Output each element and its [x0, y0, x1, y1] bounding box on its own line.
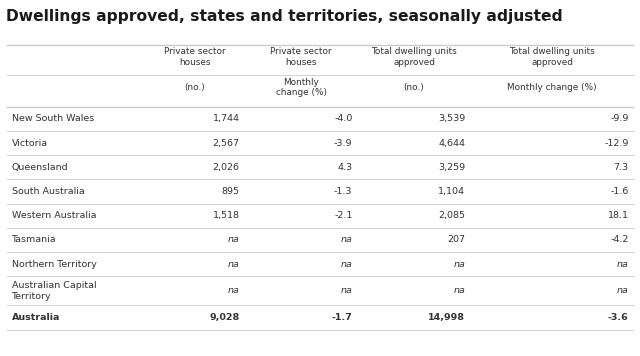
Text: 1,744: 1,744 [212, 114, 239, 124]
Text: na: na [228, 260, 239, 269]
Text: -1.6: -1.6 [610, 187, 628, 196]
Text: -2.1: -2.1 [334, 211, 353, 220]
Text: Total dwelling units
approved: Total dwelling units approved [509, 47, 595, 67]
Text: -9.9: -9.9 [610, 114, 628, 124]
Text: na: na [340, 260, 353, 269]
Text: na: na [616, 286, 628, 295]
Text: Private sector
houses: Private sector houses [270, 47, 332, 67]
Text: 2,026: 2,026 [212, 163, 239, 172]
Text: 18.1: 18.1 [607, 211, 628, 220]
Text: na: na [454, 260, 465, 269]
Text: na: na [228, 286, 239, 295]
Text: 4,644: 4,644 [438, 138, 465, 148]
Text: na: na [616, 260, 628, 269]
Text: -12.9: -12.9 [604, 138, 628, 148]
Text: Queensland: Queensland [12, 163, 68, 172]
Text: (no.): (no.) [184, 83, 205, 92]
Text: na: na [340, 235, 353, 245]
Text: 3,259: 3,259 [438, 163, 465, 172]
Text: na: na [340, 286, 353, 295]
Text: Total dwelling units
approved: Total dwelling units approved [371, 47, 457, 67]
Text: 2,567: 2,567 [212, 138, 239, 148]
Text: -4.2: -4.2 [610, 235, 628, 245]
Text: 1,518: 1,518 [212, 211, 239, 220]
Text: -3.6: -3.6 [608, 313, 628, 322]
Text: Western Australia: Western Australia [12, 211, 96, 220]
Text: Private sector
houses: Private sector houses [164, 47, 225, 67]
Text: Australian Capital
Territory: Australian Capital Territory [12, 281, 96, 300]
Text: 3,539: 3,539 [438, 114, 465, 124]
Text: -1.7: -1.7 [332, 313, 353, 322]
Text: -4.0: -4.0 [334, 114, 353, 124]
Text: Tasmania: Tasmania [12, 235, 56, 245]
Text: Monthly
change (%): Monthly change (%) [276, 78, 326, 97]
Text: Monthly change (%): Monthly change (%) [508, 83, 597, 92]
Text: New South Wales: New South Wales [12, 114, 94, 124]
Text: South Australia: South Australia [12, 187, 84, 196]
Text: Northern Territory: Northern Territory [12, 260, 97, 269]
Text: -1.3: -1.3 [334, 187, 353, 196]
Text: -3.9: -3.9 [334, 138, 353, 148]
Text: Australia: Australia [12, 313, 60, 322]
Text: na: na [454, 286, 465, 295]
Text: ↓ Download: ↓ Download [532, 20, 604, 30]
Text: 4.3: 4.3 [337, 163, 353, 172]
Text: Victoria: Victoria [12, 138, 47, 148]
Text: Dwellings approved, states and territories, seasonally adjusted: Dwellings approved, states and territori… [6, 9, 563, 24]
Text: na: na [228, 235, 239, 245]
Text: 1,104: 1,104 [438, 187, 465, 196]
Text: 207: 207 [447, 235, 465, 245]
Text: 9,028: 9,028 [209, 313, 239, 322]
Text: (no.): (no.) [404, 83, 424, 92]
Text: 7.3: 7.3 [613, 163, 628, 172]
Text: 895: 895 [221, 187, 239, 196]
Text: 14,998: 14,998 [428, 313, 465, 322]
Text: 2,085: 2,085 [438, 211, 465, 220]
